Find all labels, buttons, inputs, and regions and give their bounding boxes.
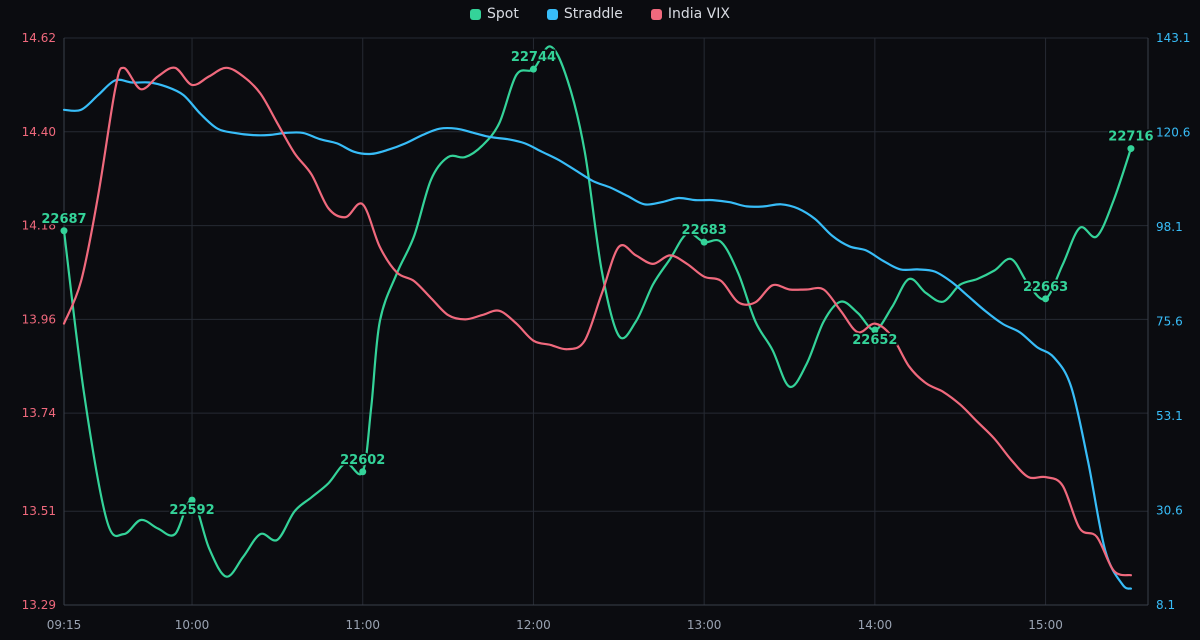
spot-marker [871,326,879,334]
legend: Spot Straddle India VIX [0,6,1200,22]
right-axis-tick-label: 143.1 [1156,31,1190,45]
right-axis-tick-label: 120.6 [1156,126,1190,140]
right-axis-tick-label: 98.1 [1156,220,1183,234]
legend-swatch-spot [470,8,482,20]
spot-data-label: 22683 [682,223,727,238]
series-line-straddle [62,78,1132,590]
legend-swatch-india-vix [650,8,662,20]
spot-marker [529,65,537,73]
spot-marker [700,238,708,246]
x-axis-tick-label: 12:00 [516,618,551,632]
spot-data-label: 22592 [169,503,214,518]
x-axis-tick-label: 13:00 [687,618,722,632]
spot-marker [1042,295,1050,303]
legend-label-india-vix: India VIX [667,6,730,22]
left-axis-tick-label: 13.29 [22,598,56,612]
legend-item-straddle[interactable]: Straddle [546,6,623,22]
legend-label-spot: Spot [487,6,519,22]
right-axis-tick-label: 8.1 [1156,598,1175,612]
spot-data-label: 22687 [41,212,86,227]
spot-data-label: 22744 [511,50,556,65]
spot-data-label: 22663 [1023,280,1068,295]
spot-marker [1127,145,1135,153]
right-axis-tick-label: 53.1 [1156,409,1183,423]
x-axis-tick-label: 14:00 [858,618,893,632]
spot-marker [359,468,367,476]
right-axis-tick-label: 30.6 [1156,504,1183,518]
left-axis-tick-label: 14.62 [22,31,56,45]
x-axis-tick-label: 10:00 [175,618,210,632]
x-axis-tick-label: 11:00 [345,618,380,632]
spot-marker [60,227,68,235]
x-axis-tick-label: 15:00 [1028,618,1063,632]
series-line-spot [62,45,1132,578]
left-axis-tick-label: 14.40 [22,125,56,139]
legend-item-spot[interactable]: Spot [470,6,519,22]
legend-label-straddle: Straddle [563,6,623,22]
spot-data-label: 22602 [340,453,385,468]
legend-item-india-vix[interactable]: India VIX [650,6,730,22]
series-line-india-vix [62,66,1132,577]
left-axis-tick-label: 13.74 [22,406,56,420]
spot-marker [188,496,196,504]
left-axis-tick-label: 13.51 [22,504,56,518]
spot-data-label: 22652 [852,333,897,348]
x-axis-tick-label: 09:15 [47,618,82,632]
spot-data-label: 22716 [1108,130,1153,145]
legend-swatch-straddle [546,8,558,20]
left-axis-tick-label: 14.18 [22,219,56,233]
right-axis-tick-label: 75.6 [1156,315,1183,329]
left-axis-tick-label: 13.96 [22,312,56,326]
